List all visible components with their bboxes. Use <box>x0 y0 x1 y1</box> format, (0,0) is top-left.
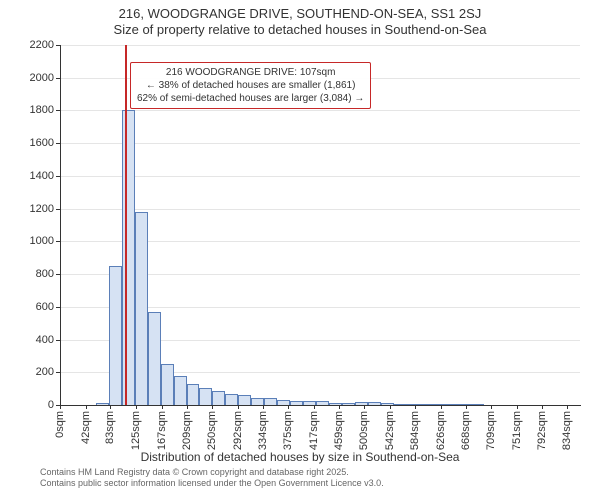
x-tick-mark <box>466 405 467 409</box>
footer-line1: Contains HM Land Registry data © Crown c… <box>40 467 384 478</box>
x-tick-label: 250sqm <box>206 411 218 450</box>
x-tick-label: 626sqm <box>435 411 447 450</box>
x-tick-label: 792sqm <box>536 411 548 450</box>
x-tick-mark <box>263 405 264 409</box>
chart-title-sub: Size of property relative to detached ho… <box>0 22 600 38</box>
y-tick-label: 1800 <box>30 104 60 116</box>
y-tick-label: 0 <box>48 399 60 411</box>
histogram-bar <box>135 212 148 405</box>
x-tick-label: 417sqm <box>308 411 320 450</box>
annotation-line2: ← 38% of detached houses are smaller (1,… <box>137 79 364 92</box>
x-tick-mark <box>187 405 188 409</box>
histogram-bar <box>251 398 264 405</box>
x-tick-mark <box>86 405 87 409</box>
x-tick-mark <box>364 405 365 409</box>
x-tick-label: 334sqm <box>257 411 269 450</box>
x-tick-label: 584sqm <box>409 411 421 450</box>
x-tick-label: 709sqm <box>485 411 497 450</box>
annotation-line3: 62% of semi-detached houses are larger (… <box>137 92 364 105</box>
y-tick-label: 600 <box>36 301 60 313</box>
x-tick-label: 167sqm <box>156 411 168 450</box>
histogram-bar <box>174 376 187 405</box>
x-tick-mark <box>517 405 518 409</box>
histogram-bar <box>225 394 238 405</box>
x-tick-mark <box>542 405 543 409</box>
x-tick-mark <box>415 405 416 409</box>
x-tick-label: 459sqm <box>333 411 345 450</box>
histogram-bar <box>238 395 251 405</box>
histogram-bar <box>148 312 161 405</box>
x-tick-mark <box>491 405 492 409</box>
x-tick-label: 83sqm <box>104 411 116 444</box>
y-tick-label: 2200 <box>30 39 60 51</box>
y-tick-label: 1400 <box>30 170 60 182</box>
x-tick-label: 42sqm <box>80 411 92 444</box>
y-tick-label: 800 <box>36 268 60 280</box>
x-tick-mark <box>567 405 568 409</box>
y-tick-label: 1600 <box>30 137 60 149</box>
x-tick-label: 751sqm <box>511 411 523 450</box>
x-tick-label: 542sqm <box>384 411 396 450</box>
histogram-bar <box>187 384 200 405</box>
x-tick-label: 375sqm <box>282 411 294 450</box>
x-tick-mark <box>136 405 137 409</box>
x-tick-label: 209sqm <box>181 411 193 450</box>
x-tick-mark <box>238 405 239 409</box>
x-tick-label: 125sqm <box>130 411 142 450</box>
annotation-box: 216 WOODGRANGE DRIVE: 107sqm ← 38% of de… <box>130 62 371 109</box>
x-tick-label: 668sqm <box>460 411 472 450</box>
x-tick-mark <box>288 405 289 409</box>
x-tick-label: 0sqm <box>54 411 66 438</box>
x-tick-mark <box>60 405 61 409</box>
chart-title-block: 216, WOODGRANGE DRIVE, SOUTHEND-ON-SEA, … <box>0 6 600 39</box>
histogram-bar <box>109 266 122 405</box>
histogram-bar <box>122 110 135 405</box>
x-tick-mark <box>339 405 340 409</box>
x-tick-mark <box>162 405 163 409</box>
x-tick-mark <box>212 405 213 409</box>
x-axis-title: Distribution of detached houses by size … <box>0 450 600 464</box>
footer: Contains HM Land Registry data © Crown c… <box>40 467 384 490</box>
x-tick-mark <box>314 405 315 409</box>
footer-line2: Contains public sector information licen… <box>40 478 384 489</box>
x-tick-mark <box>390 405 391 409</box>
y-tick-label: 400 <box>36 334 60 346</box>
y-tick-label: 1200 <box>30 203 60 215</box>
histogram-bar <box>212 391 225 405</box>
x-tick-label: 500sqm <box>358 411 370 450</box>
y-tick-label: 1000 <box>30 235 60 247</box>
histogram-bar <box>199 388 212 405</box>
x-tick-mark <box>110 405 111 409</box>
y-tick-label: 2000 <box>30 72 60 84</box>
chart-title-main: 216, WOODGRANGE DRIVE, SOUTHEND-ON-SEA, … <box>0 6 600 22</box>
annotation-line1: 216 WOODGRANGE DRIVE: 107sqm <box>137 66 364 79</box>
x-tick-label: 834sqm <box>561 411 573 450</box>
y-tick-label: 200 <box>36 366 60 378</box>
x-tick-label: 292sqm <box>232 411 244 450</box>
histogram-bar <box>161 364 174 405</box>
property-marker-line <box>125 45 127 405</box>
x-tick-mark <box>441 405 442 409</box>
